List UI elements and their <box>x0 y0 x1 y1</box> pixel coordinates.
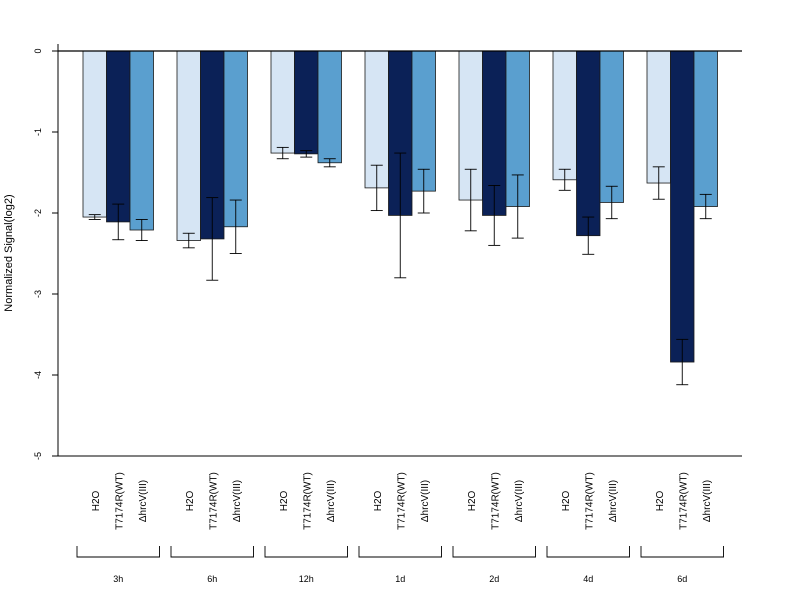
x-tick-label: H2O <box>467 490 478 511</box>
x-tick-label: T7174R(WT) <box>302 472 313 530</box>
bars-layer <box>82 50 718 363</box>
y-tick-label: -3 <box>33 290 43 298</box>
x-tick-label: T7174R(WT) <box>396 472 407 530</box>
group-label: 6h <box>207 574 217 584</box>
group-bracket <box>452 546 536 558</box>
group-bracket <box>546 546 630 558</box>
group-bracket <box>640 546 724 558</box>
x-tick-label: H2O <box>91 490 102 511</box>
x-tick-label: T7174R(WT) <box>208 472 219 530</box>
bar <box>670 50 695 363</box>
group-label: 6d <box>677 574 687 584</box>
x-tick-label: H2O <box>279 490 290 511</box>
x-tick-label: T7174R(WT) <box>678 472 689 530</box>
bar <box>176 50 201 241</box>
bar <box>552 50 577 181</box>
x-tick-label: H2O <box>655 490 666 511</box>
x-tick-label: H2O <box>185 490 196 511</box>
x-tick-label: ΔhrcV(III) <box>232 480 243 522</box>
group-label: 1d <box>395 574 405 584</box>
bar <box>599 50 624 203</box>
x-tick-label: H2O <box>561 490 572 511</box>
bar <box>646 50 671 184</box>
group-bracket <box>264 546 348 558</box>
group-label: 12h <box>299 574 314 584</box>
x-tick-labels: H2O T7174R(WT) ΔhrcV(III) H2O T7174R(WT) Δhrc… <box>91 472 713 530</box>
y-axis: 0 -1 -2 -3 -4 -5 <box>33 44 59 460</box>
bar <box>129 50 154 231</box>
group-label: 2d <box>489 574 499 584</box>
y-tick-label: 0 <box>33 48 43 53</box>
x-tick-label: ΔhrcV(III) <box>420 480 431 522</box>
x-tick-label: ΔhrcV(III) <box>702 480 713 522</box>
bar <box>270 50 295 154</box>
bar <box>82 50 107 218</box>
bar <box>576 50 601 237</box>
group-bracket <box>358 546 442 558</box>
group-brackets: 3h 6h 12h 1d 2d 4d 6d <box>76 546 724 584</box>
bar <box>317 50 342 164</box>
error-bars-layer <box>88 146 712 386</box>
bar <box>294 50 319 155</box>
x-tick-label: T7174R(WT) <box>584 472 595 530</box>
y-tick-label: -4 <box>33 371 43 379</box>
x-tick-label: ΔhrcV(III) <box>514 480 525 522</box>
group-bracket <box>170 546 254 558</box>
y-tick-label: -5 <box>33 452 43 460</box>
x-tick-label: T7174R(WT) <box>114 472 125 530</box>
bar <box>693 50 718 207</box>
x-tick-label: H2O <box>373 490 384 511</box>
y-tick-label: -1 <box>33 128 43 136</box>
bar <box>106 50 131 223</box>
group-bracket <box>76 546 160 558</box>
x-tick-label: ΔhrcV(III) <box>326 480 337 522</box>
x-tick-label: T7174R(WT) <box>490 472 501 530</box>
y-tick-label: -2 <box>33 209 43 217</box>
group-label: 3h <box>113 574 123 584</box>
y-axis-label: Normalized Signal(log2) <box>3 194 15 311</box>
x-tick-label: ΔhrcV(III) <box>608 480 619 522</box>
x-tick-label: ΔhrcV(III) <box>138 480 149 522</box>
group-label: 4d <box>583 574 593 584</box>
